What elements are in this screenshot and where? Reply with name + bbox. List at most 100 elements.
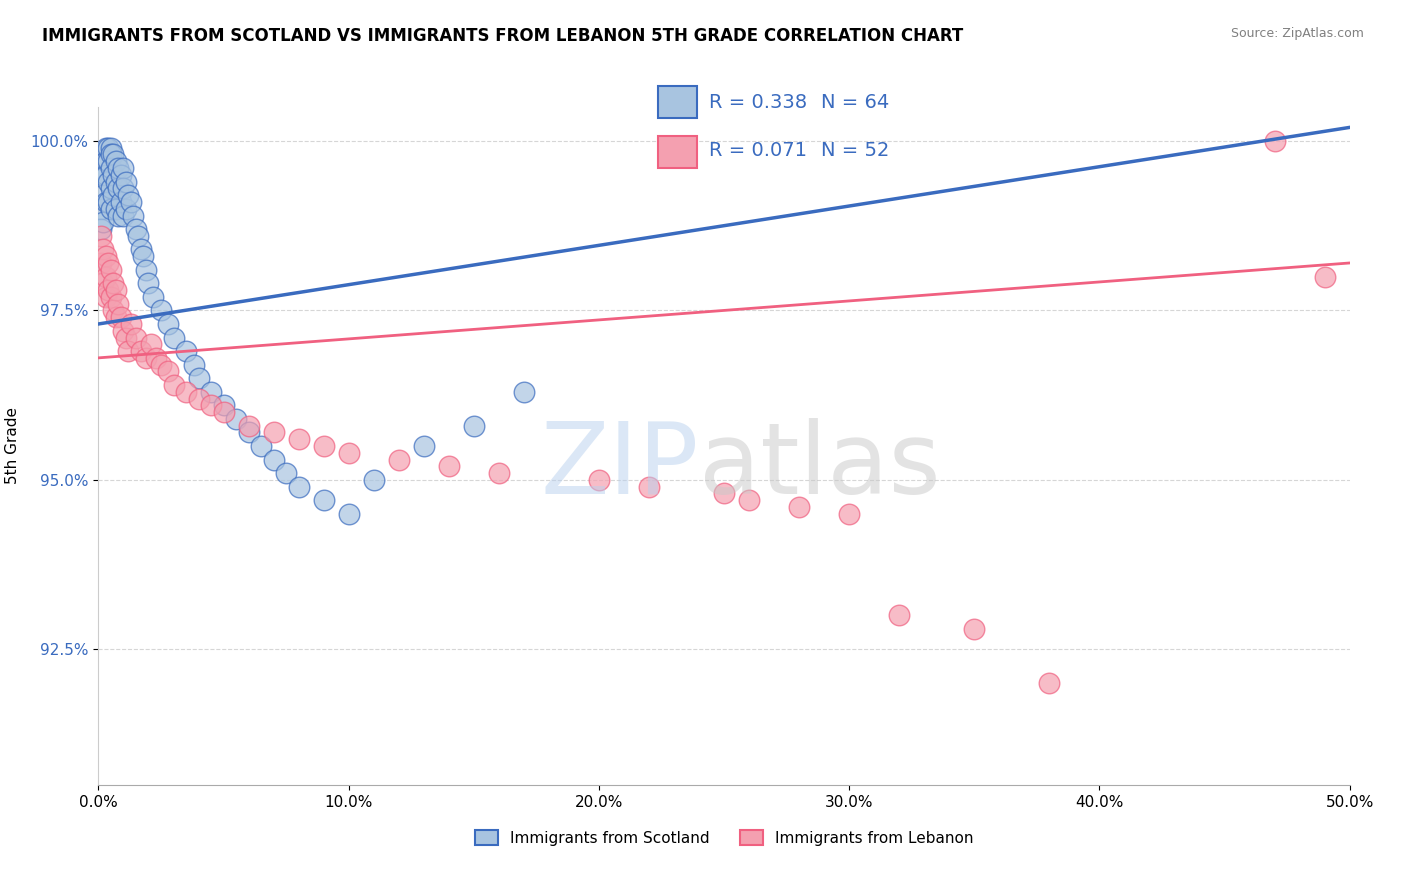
Point [94,168,117,182]
Point [110,194,132,209]
Point [115,202,138,216]
Point [713,486,735,500]
Point [132,249,155,263]
Point [100,202,122,216]
Point [103,147,125,161]
Point [274,466,298,480]
Text: N = 52: N = 52 [821,141,890,160]
Point [200,398,222,412]
Point [94,154,117,169]
Point [125,330,148,344]
Point [107,296,129,310]
Point [100,141,122,155]
Point [150,358,173,372]
Point [838,507,860,521]
Point [238,425,260,440]
Point [94,141,117,155]
Point [513,384,536,399]
Point [104,310,127,325]
Point [112,209,135,223]
Point [112,161,135,175]
Point [200,384,222,399]
Point [363,473,385,487]
Point [107,161,129,175]
Point [110,310,132,325]
Point [238,418,260,433]
Point [174,344,197,359]
Point [97,154,120,169]
Point [97,141,120,155]
Point [100,262,122,277]
Point [93,188,115,202]
Point [135,351,157,365]
Legend: Immigrants from Scotland, Immigrants from Lebanon: Immigrants from Scotland, Immigrants fro… [468,823,980,852]
Y-axis label: 5th Grade: 5th Grade [4,408,20,484]
Point [93,215,115,229]
Point [463,418,485,433]
Point [97,283,120,297]
Point [287,480,309,494]
Point [588,473,610,487]
Point [103,168,125,182]
Point [187,371,209,385]
Text: R = 0.071: R = 0.071 [709,141,807,160]
Point [104,202,127,216]
Point [263,425,285,440]
FancyBboxPatch shape [658,87,697,119]
Point [437,459,460,474]
Point [312,439,335,453]
Point [183,358,205,372]
Point [117,344,139,359]
Point [1313,269,1336,284]
Point [93,168,115,182]
Point [157,364,180,378]
Point [104,283,127,297]
Point [90,202,112,216]
Point [225,412,247,426]
Point [107,209,129,223]
Point [212,398,235,412]
FancyBboxPatch shape [658,136,697,168]
Point [94,249,117,263]
Point [94,194,117,209]
Point [174,384,197,399]
Point [103,303,125,318]
Point [157,317,180,331]
Point [93,243,115,257]
Point [312,493,335,508]
Point [129,243,152,257]
Point [117,188,139,202]
Point [104,175,127,189]
Text: N = 64: N = 64 [821,93,890,112]
Point [250,439,273,453]
Point [112,181,135,195]
Point [100,290,122,304]
Point [162,330,184,344]
Text: IMMIGRANTS FROM SCOTLAND VS IMMIGRANTS FROM LEBANON 5TH GRADE CORRELATION CHART: IMMIGRANTS FROM SCOTLAND VS IMMIGRANTS F… [42,27,963,45]
Point [115,330,138,344]
Point [103,277,125,291]
Point [115,175,138,189]
Point [139,337,162,351]
Point [110,168,132,182]
Point [104,154,127,169]
Point [337,507,360,521]
Point [97,256,120,270]
Point [1264,134,1286,148]
Point [125,222,148,236]
Text: atlas: atlas [699,417,941,515]
Point [388,452,411,467]
Point [103,188,125,202]
Point [187,392,209,406]
Point [162,378,184,392]
Point [90,228,112,243]
Point [963,622,986,636]
Point [287,432,309,446]
Point [145,351,167,365]
Point [142,290,165,304]
Point [212,405,235,419]
Text: Source: ZipAtlas.com: Source: ZipAtlas.com [1230,27,1364,40]
Point [127,228,149,243]
Point [337,446,360,460]
Point [412,439,434,453]
